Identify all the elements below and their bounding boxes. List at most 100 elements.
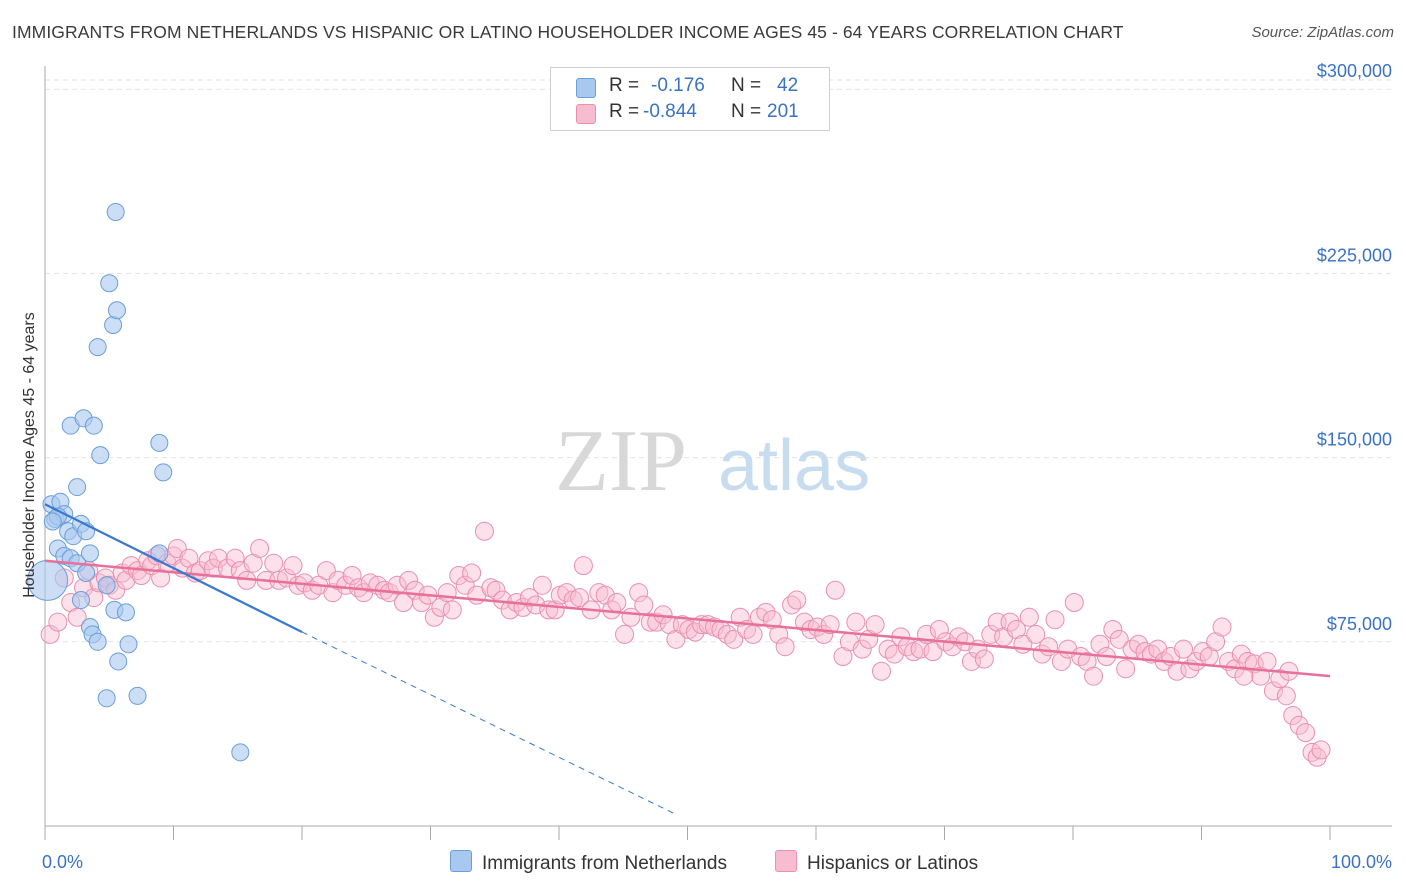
hispanics-point [481, 578, 501, 598]
hispanics-point [1026, 624, 1046, 644]
hispanics-point [1084, 666, 1104, 686]
netherlands-point [150, 433, 169, 452]
hispanics-point [1103, 620, 1123, 640]
hispanics-point [872, 661, 892, 681]
y-axis-label: Householder Income Ages 45 - 64 years [21, 312, 38, 598]
hispanics-point [1257, 651, 1277, 671]
hispanics-point [283, 556, 303, 576]
hispanics-point [424, 607, 444, 627]
hispanics-point [573, 556, 593, 576]
hispanics-point [519, 588, 539, 608]
watermark-zip: ZIP [555, 413, 687, 510]
netherlands-trend-extension [301, 631, 675, 815]
hispanics-point [825, 580, 845, 600]
hispanics-point [1231, 644, 1251, 664]
hispanics-point [570, 588, 590, 608]
netherlands-point [84, 416, 103, 435]
y-tick-label: $150,000 [1317, 430, 1392, 450]
hispanics-point [1296, 723, 1316, 743]
watermark-atlas: atlas [718, 426, 870, 506]
hispanics-point [1289, 715, 1309, 735]
hispanics-point [1174, 639, 1194, 659]
legend-n-value: 201 [767, 101, 799, 122]
hispanics-point [1045, 610, 1065, 630]
legend-r-label: R = [609, 101, 640, 122]
netherlands-point [71, 591, 90, 610]
hispanics-point [756, 602, 776, 622]
hispanics-point [1129, 634, 1149, 654]
hispanics-point [462, 563, 482, 583]
netherlands-point [97, 689, 116, 708]
hispanics-point [486, 580, 506, 600]
bottom-legend-label-hispanics: Hispanics or Latinos [807, 853, 979, 874]
hispanics-point [794, 612, 814, 632]
hispanics-point [717, 624, 737, 644]
hispanics-point [820, 615, 840, 635]
series-hispanics-points [40, 521, 1331, 767]
hispanics-point [264, 553, 284, 573]
hispanics-point [1039, 637, 1059, 657]
netherlands-point [119, 635, 138, 654]
legend-swatch-hispanics [576, 104, 596, 124]
hispanics-point [1283, 705, 1303, 725]
legend-n-label: N = [731, 101, 762, 122]
hispanics-point [846, 612, 866, 632]
hispanics-point [442, 600, 462, 620]
hispanics-point [629, 583, 649, 603]
x-tick-label-min: 0.0% [42, 852, 83, 872]
netherlands-point [80, 544, 99, 563]
hispanics-trend-line [44, 559, 1331, 678]
hispanics-point [634, 595, 654, 615]
hispanics-point [250, 538, 270, 558]
netherlands-point [100, 274, 119, 293]
netherlands-point [97, 576, 116, 595]
netherlands-point [88, 338, 107, 357]
legend-row-hispanics: R = -0.844 N = 201 [551, 100, 829, 126]
hispanics-point [399, 570, 419, 590]
legend-n-value: 42 [777, 75, 799, 96]
legend-row-netherlands: R = -0.176 N = 42 [551, 74, 829, 100]
hispanics-point [67, 607, 87, 627]
hispanics-point [724, 629, 744, 649]
trend-lines [44, 503, 1331, 815]
hispanics-point [40, 624, 60, 644]
hispanics-point [1234, 666, 1254, 686]
source-label: Source: ZipAtlas.com [1251, 24, 1394, 41]
hispanics-point [1186, 651, 1206, 671]
y-tick-labels: $75,000 $150,000 $225,000 $300,000 [1317, 61, 1392, 634]
hispanics-point [787, 590, 807, 610]
hispanics-point [878, 639, 898, 659]
hispanics-point [557, 583, 577, 603]
hispanics-point [743, 624, 763, 644]
hispanics-point [865, 615, 885, 635]
netherlands-point [106, 202, 125, 221]
legend-r-value: -0.844 [643, 101, 697, 122]
hispanics-point [1109, 629, 1129, 649]
hispanics-point [1212, 617, 1232, 637]
netherlands-point [116, 603, 135, 622]
hispanics-point [607, 593, 627, 613]
hispanics-point [852, 639, 872, 659]
legend-r-label: R = [609, 75, 640, 96]
netherlands-point [107, 301, 126, 320]
netherlands-point [109, 652, 128, 671]
netherlands-point [128, 686, 147, 705]
hispanics-point [1276, 686, 1296, 706]
y-tick-label: $300,000 [1317, 61, 1392, 81]
hispanics-point [1193, 642, 1213, 662]
hispanics-point [474, 521, 494, 541]
hispanics-point [437, 583, 457, 603]
hispanics-point [615, 624, 635, 644]
bottom-legend-swatch-netherlands [450, 850, 472, 872]
hispanics-point [342, 565, 362, 585]
chart-title: IMMIGRANTS FROM NETHERLANDS VS HISPANIC … [12, 22, 1124, 42]
netherlands-point [104, 315, 123, 334]
bottom-legend-hispanics: Hispanics or Latinos [775, 850, 978, 875]
bottom-legend-swatch-hispanics [775, 850, 797, 872]
hispanics-point [923, 642, 943, 662]
netherlands-point [68, 478, 87, 497]
hispanics-point [48, 612, 68, 632]
y-tick-label: $225,000 [1317, 245, 1392, 265]
netherlands-point [88, 632, 107, 651]
